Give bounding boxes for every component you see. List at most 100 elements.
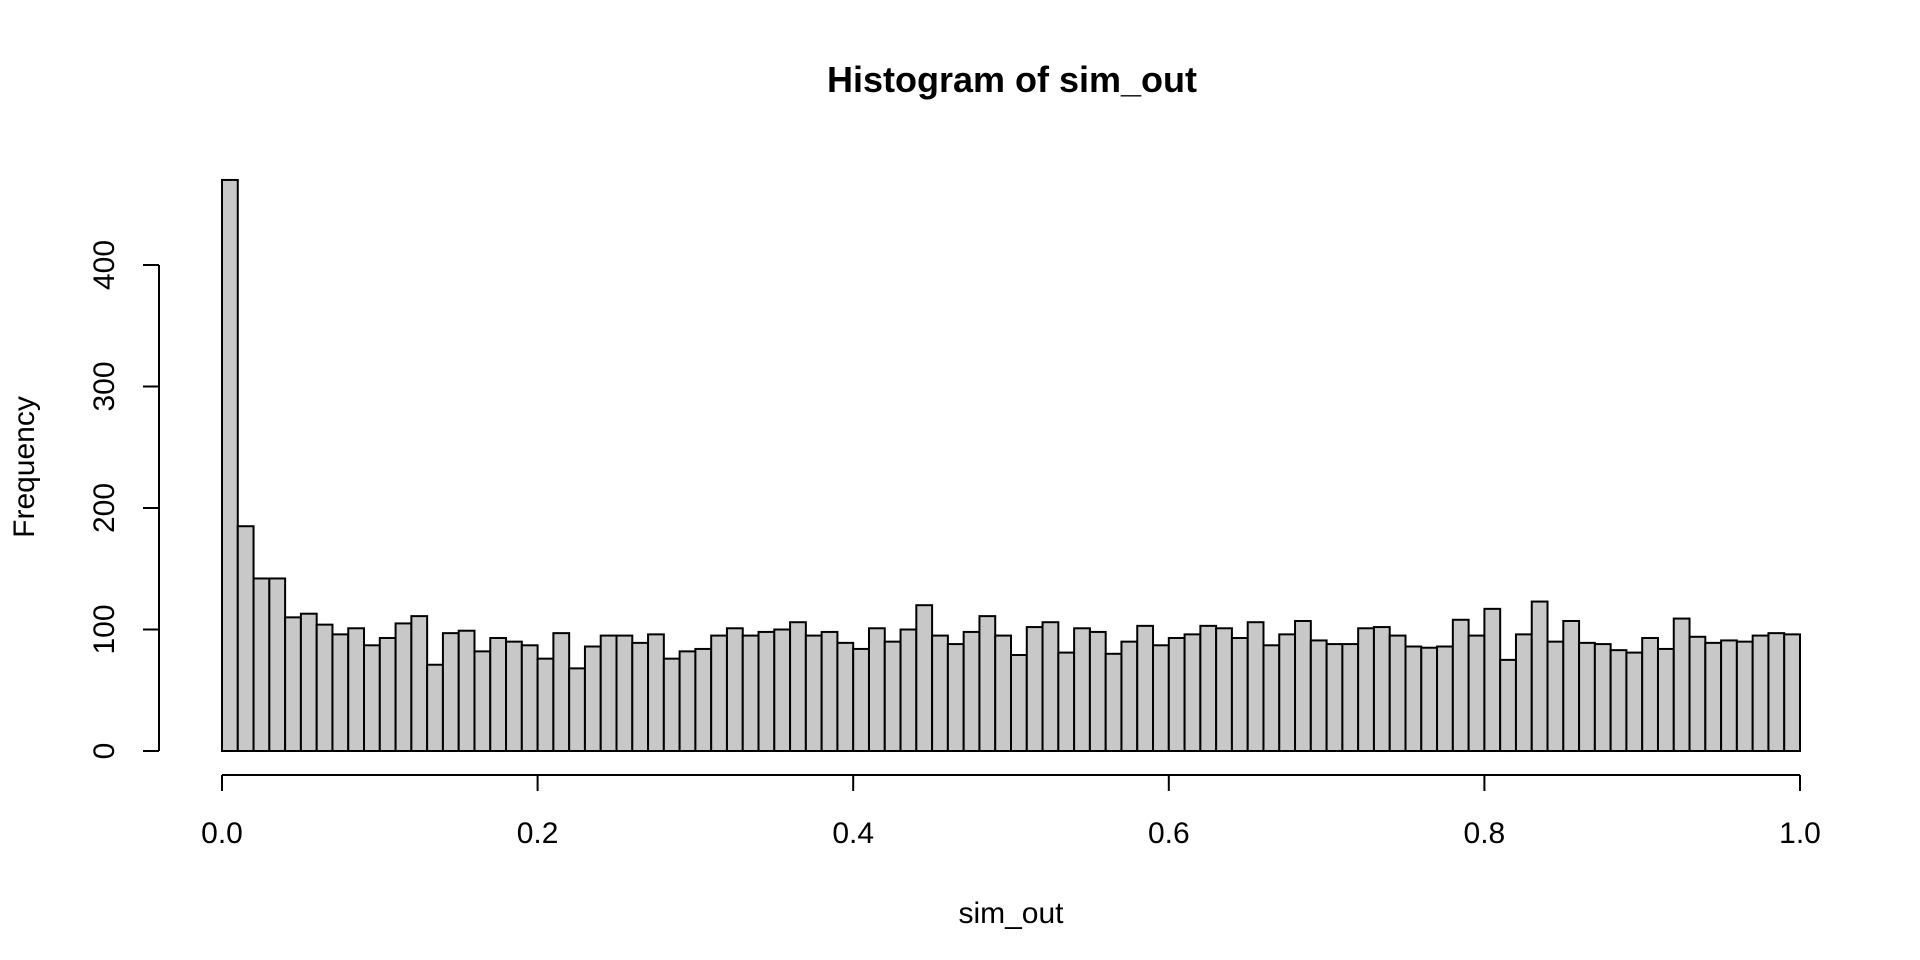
histogram-bar: [694, 647, 713, 752]
histogram-bar: [883, 640, 902, 753]
histogram-bar: [1010, 654, 1028, 753]
histogram-bar: [725, 627, 744, 753]
histogram-bar: [1420, 646, 1439, 752]
histogram-bar: [1325, 643, 1344, 753]
histogram-bar: [994, 634, 1012, 753]
histogram-bar: [552, 632, 571, 753]
histogram-bar: [1294, 620, 1312, 752]
histogram-bar: [1562, 620, 1581, 752]
histogram-bar: [946, 643, 965, 753]
histogram-bar: [378, 637, 397, 752]
histogram-bar: [1215, 627, 1233, 753]
histogram-bar: [931, 634, 949, 753]
histogram-bar: [1088, 630, 1107, 752]
histogram-bar: [1388, 634, 1407, 753]
histogram-bar: [1341, 643, 1360, 753]
histogram-bar: [410, 615, 429, 752]
histogram-bar: [394, 622, 413, 752]
histogram-bar: [662, 657, 681, 752]
histogram-bar: [836, 641, 855, 752]
y-tick-label: 0: [88, 743, 121, 760]
histogram-bar: [1120, 640, 1139, 753]
histogram-bar: [583, 645, 602, 753]
histogram-bar: [252, 577, 271, 752]
histogram-bar: [441, 632, 460, 753]
histogram-bar: [710, 634, 728, 753]
histogram-bar: [757, 630, 776, 752]
histogram-bar: [268, 577, 287, 752]
histogram-bar: [741, 634, 760, 753]
histogram-bar: [1104, 652, 1123, 752]
histogram-bar: [631, 641, 650, 752]
histogram-bar: [299, 612, 318, 753]
histogram-bar: [789, 621, 807, 753]
histogram-bar: [315, 623, 334, 753]
histogram-bar: [1025, 626, 1044, 753]
histogram-bar: [915, 604, 934, 753]
histogram-bar: [1735, 640, 1754, 753]
histogram-bar: [1041, 621, 1060, 753]
histogram-bar: [1578, 641, 1596, 752]
histogram-bar: [236, 525, 255, 752]
histogram-bar: [520, 644, 539, 752]
histogram-bar: [599, 634, 618, 753]
histogram-bar: [962, 630, 981, 752]
histogram-bar: [1057, 651, 1076, 753]
histogram-bar: [426, 663, 444, 752]
histogram-bar: [1499, 658, 1517, 753]
y-axis: 0 100 200 300 400: [88, 240, 160, 760]
histogram-bar: [867, 627, 886, 753]
histogram-bar: [1656, 647, 1675, 752]
x-axis-label: sim_out: [958, 897, 1064, 930]
histogram-bar: [1467, 634, 1486, 753]
histogram-bar: [1167, 637, 1186, 752]
histogram-bar: [1546, 640, 1565, 753]
histogram-bar: [1136, 624, 1155, 752]
histogram-bar: [1609, 649, 1628, 753]
histogram-bar: [678, 650, 697, 752]
histogram-bar: [489, 637, 508, 752]
histogram-bar: [1357, 627, 1375, 753]
histogram-bar: [978, 615, 997, 752]
histogram-bar: [820, 630, 839, 752]
histogram-bar: [1183, 633, 1202, 752]
histogram-bar: [647, 633, 665, 752]
histogram-bar: [1751, 634, 1770, 753]
histogram-bar: [1246, 621, 1265, 753]
chart-title: Histogram of sim_out: [827, 59, 1197, 100]
histogram-bars: [221, 178, 1801, 753]
histogram-bar: [1593, 643, 1612, 753]
x-tick-label: 0.8: [1464, 817, 1506, 850]
histogram-bar: [1436, 645, 1454, 753]
y-tick-label: 200: [88, 483, 121, 533]
histogram-bar: [1451, 618, 1470, 753]
histogram-bar: [615, 634, 634, 753]
histogram-bar: [1262, 644, 1281, 752]
x-axis: 0.0 0.2 0.4 0.6 0.8 1.0: [201, 774, 1821, 850]
histogram-bar: [1625, 651, 1644, 753]
x-tick-label: 0.4: [832, 817, 874, 850]
histogram-bar: [457, 629, 476, 752]
histogram-bar: [1704, 641, 1723, 752]
y-axis-label: Frequency: [8, 396, 41, 538]
x-tick-label: 0.6: [1148, 817, 1190, 850]
histogram-bar: [284, 616, 302, 752]
histogram-bar: [852, 647, 870, 752]
y-tick-label: 400: [88, 240, 121, 290]
x-tick-label: 0.2: [517, 817, 559, 850]
histogram-bar: [363, 644, 381, 752]
histogram-bar: [536, 657, 555, 752]
histogram-bar: [347, 627, 366, 753]
histogram-bar: [773, 628, 792, 752]
histogram-bar: [804, 634, 823, 753]
histogram-bar: [1309, 639, 1328, 752]
histogram-bar: [1672, 617, 1691, 752]
histogram-bar: [1230, 637, 1249, 752]
histogram-bar: [1372, 626, 1391, 753]
y-tick-label: 300: [88, 361, 121, 411]
histogram-bar: [1688, 635, 1707, 752]
histogram-bar: [899, 628, 918, 752]
histogram-bar: [1199, 624, 1218, 752]
x-tick-label: 1.0: [1779, 817, 1821, 850]
